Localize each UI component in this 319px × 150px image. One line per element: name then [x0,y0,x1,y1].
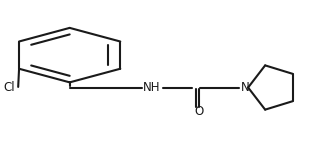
Text: O: O [195,105,204,118]
Text: NH: NH [143,81,160,94]
Text: Cl: Cl [3,81,15,94]
Text: N: N [241,81,249,94]
